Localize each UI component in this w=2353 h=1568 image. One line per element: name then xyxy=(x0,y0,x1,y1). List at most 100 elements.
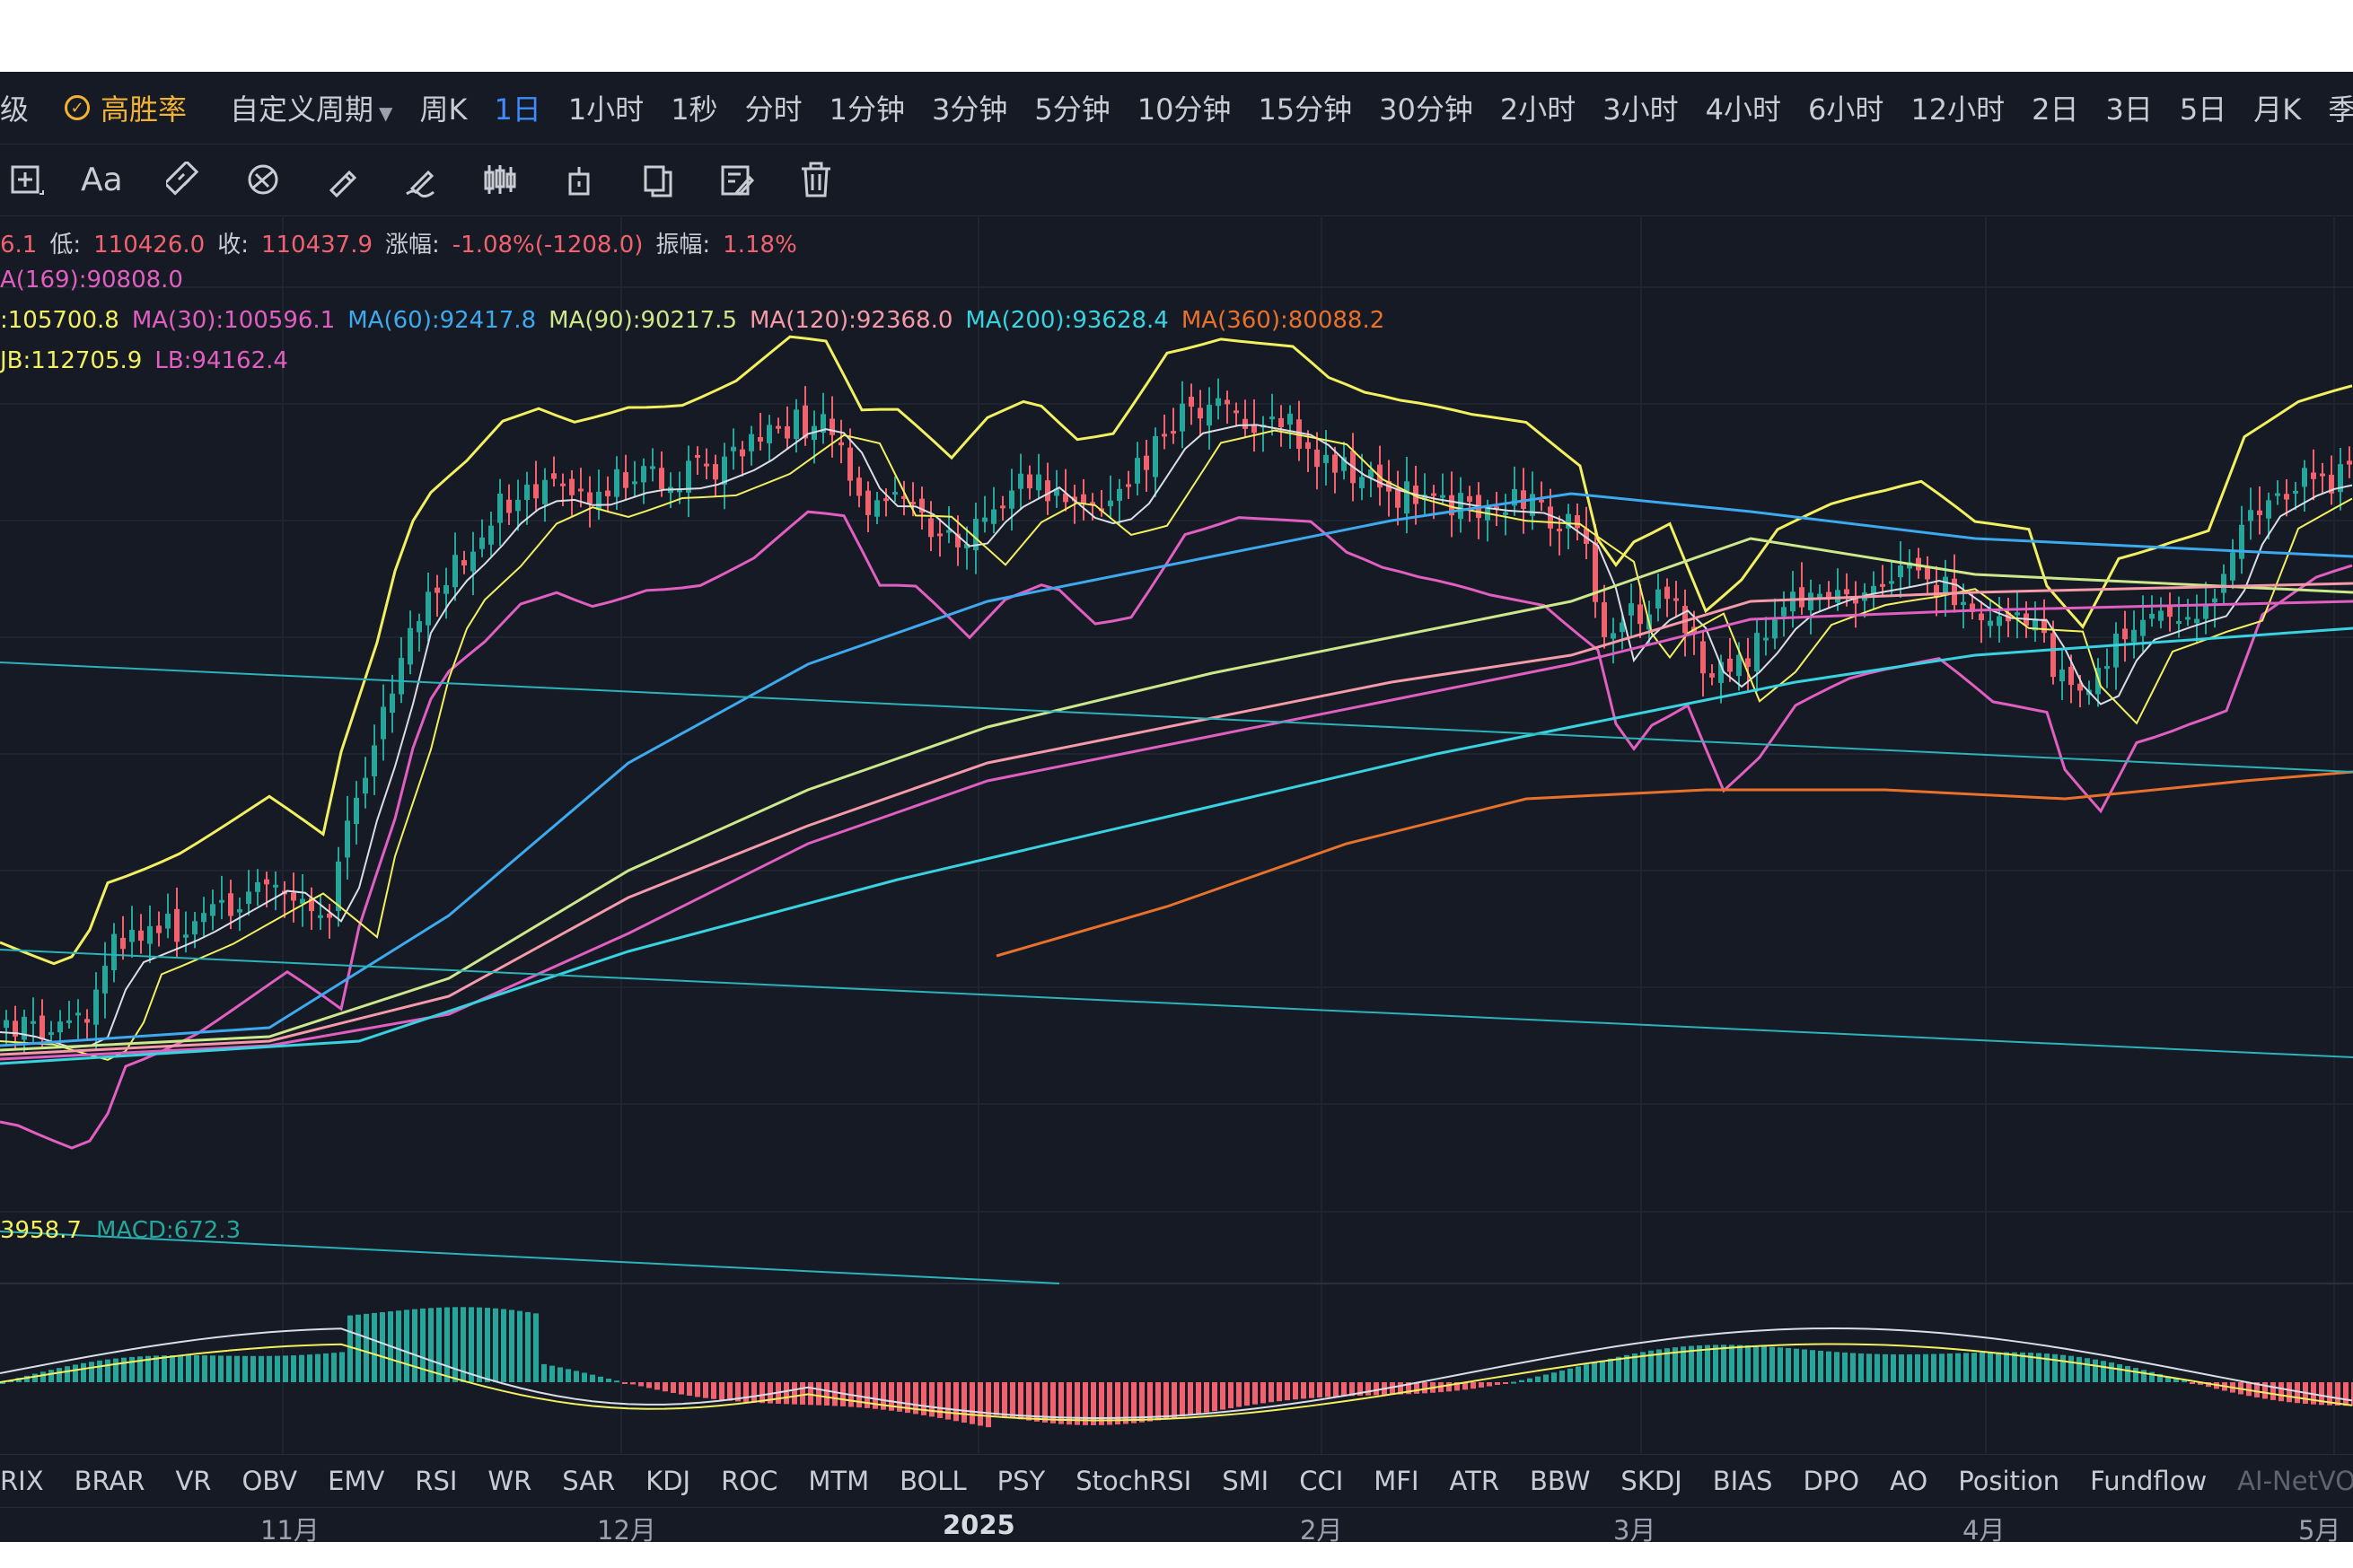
magnet-icon[interactable] xyxy=(245,162,281,197)
macd-bar xyxy=(881,1382,886,1410)
indicator-tab[interactable]: Fundflow xyxy=(2090,1466,2208,1496)
candle-body xyxy=(650,466,655,469)
chevron-down-icon: ▼ xyxy=(379,102,393,124)
brush-icon[interactable] xyxy=(403,162,439,198)
candle-body xyxy=(1790,591,1795,612)
candles-icon[interactable] xyxy=(482,162,518,197)
period-item[interactable]: 1日 xyxy=(494,92,541,127)
candle-body xyxy=(1889,581,1894,584)
candle-body xyxy=(883,498,889,502)
period-item[interactable]: 1小时 xyxy=(567,92,645,127)
period-item[interactable]: 6小时 xyxy=(1808,92,1884,127)
period-item[interactable]: 15分钟 xyxy=(1258,92,1353,127)
indicator-tab[interactable]: PSY xyxy=(997,1466,1046,1496)
period-item[interactable]: 分时 xyxy=(744,92,803,127)
period-item[interactable]: 3分钟 xyxy=(931,92,1008,127)
indicator-tab[interactable]: Position xyxy=(1958,1466,2060,1496)
candle-body xyxy=(2257,510,2262,515)
candle-body xyxy=(1853,596,1858,604)
period-item[interactable]: 5分钟 xyxy=(1034,92,1111,127)
candle-body xyxy=(2347,460,2352,465)
edit-note-icon[interactable] xyxy=(719,162,755,197)
macd-bar xyxy=(856,1382,862,1408)
period-item[interactable]: 4小时 xyxy=(1705,92,1782,127)
macd-bar xyxy=(2165,1376,2171,1382)
candle-body xyxy=(892,492,898,495)
macd-bar xyxy=(1471,1382,1476,1389)
macd-bar xyxy=(1769,1346,1775,1382)
candle-body xyxy=(946,530,952,533)
candle-body xyxy=(758,436,763,442)
indicator-tab[interactable]: KDJ xyxy=(645,1466,691,1496)
period-item[interactable]: 10分钟 xyxy=(1137,92,1232,127)
candle-body xyxy=(1611,633,1616,639)
indicator-tab[interactable]: CCI xyxy=(1299,1466,1344,1496)
period-item[interactable]: 12小时 xyxy=(1910,92,2006,127)
copy-icon[interactable] xyxy=(640,162,676,197)
time-axis-label: 3月 xyxy=(1613,1515,1656,1542)
indicator-tab[interactable]: BOLL xyxy=(900,1466,967,1496)
macd-bar xyxy=(1309,1382,1314,1398)
macd-bar xyxy=(1656,1349,1662,1382)
candle-body xyxy=(713,464,718,480)
macd-bar xyxy=(1559,1371,1565,1382)
indicator-tab[interactable]: EMV xyxy=(328,1466,385,1496)
lock-icon[interactable] xyxy=(561,162,597,197)
indicator-tab[interactable]: MFI xyxy=(1374,1466,1419,1496)
macd-bar xyxy=(2335,1382,2340,1406)
candle-body xyxy=(542,479,548,504)
indicator-tab[interactable]: StochRSI xyxy=(1076,1466,1192,1496)
period-item[interactable]: 3日 xyxy=(2105,92,2153,127)
candle-body xyxy=(1835,590,1840,603)
candle-body xyxy=(1934,584,1939,598)
time-axis-label: 4月 xyxy=(1962,1515,2006,1542)
indicator-tab[interactable]: BBW xyxy=(1529,1466,1591,1496)
indicator-tab[interactable]: RSI xyxy=(415,1466,458,1496)
indicator-tab[interactable]: ATR xyxy=(1449,1466,1499,1496)
indicator-tab[interactable]: MTM xyxy=(808,1466,870,1496)
period-item[interactable]: 30分钟 xyxy=(1379,92,1473,127)
indicator-tab[interactable]: SKDJ xyxy=(1620,1466,1682,1496)
candlestick-chart[interactable] xyxy=(0,215,2353,1454)
candle-body xyxy=(1557,528,1562,532)
indicator-tab[interactable]: DPO xyxy=(1803,1466,1860,1496)
indicator-tab[interactable]: BRAR xyxy=(74,1466,145,1496)
pencil-icon[interactable] xyxy=(324,162,360,198)
indicator-tab[interactable]: ROC xyxy=(721,1466,778,1496)
period-item[interactable]: 5日 xyxy=(2179,92,2227,127)
layout-add-icon[interactable] xyxy=(9,162,45,197)
trash-icon[interactable] xyxy=(798,162,834,197)
period-item[interactable]: 3小时 xyxy=(1602,92,1679,127)
indicator-tab[interactable]: SMI xyxy=(1222,1466,1269,1496)
custom-period-dropdown[interactable]: 自定义周期 ▼ xyxy=(230,87,392,128)
text-font-icon[interactable]: Aa xyxy=(81,161,123,198)
indicator-tab[interactable]: AI-NetVOL xyxy=(2237,1466,2353,1496)
macd-bar xyxy=(1519,1380,1524,1382)
period-item[interactable]: 2小时 xyxy=(1499,92,1576,127)
period-item[interactable]: 月K xyxy=(2253,92,2302,127)
period-item[interactable]: 季K xyxy=(2328,92,2353,127)
indicator-tab[interactable]: SAR xyxy=(562,1466,616,1496)
period-item[interactable]: 2日 xyxy=(2032,92,2079,127)
indicator-tab[interactable]: OBV xyxy=(241,1466,298,1496)
indicator-tab[interactable]: AO xyxy=(1890,1466,1928,1496)
indicator-tab[interactable]: WR xyxy=(487,1466,532,1496)
win-rate-toggle[interactable]: ✓ 高胜率 xyxy=(65,87,187,128)
candle-body xyxy=(605,490,610,496)
period-item[interactable]: 1秒 xyxy=(671,92,718,127)
macd-dea-line xyxy=(0,1343,2353,1422)
boll-upper-line xyxy=(0,335,2353,966)
macd-bar xyxy=(2125,1365,2130,1382)
indicator-tab[interactable]: BIAS xyxy=(1712,1466,1773,1496)
time-axis-label: 5月 xyxy=(2298,1515,2341,1542)
candle-body xyxy=(1593,542,1598,602)
indicator-tab[interactable]: VR xyxy=(175,1466,212,1496)
macd-bar xyxy=(1163,1382,1169,1420)
period-item[interactable]: 1分钟 xyxy=(829,92,905,127)
indicator-tab[interactable]: RIX xyxy=(0,1466,44,1496)
macd-bar xyxy=(873,1382,878,1409)
ruler-icon[interactable] xyxy=(162,160,202,197)
macd-bar xyxy=(194,1355,199,1382)
period-item[interactable]: 周K xyxy=(419,92,468,127)
candle-body xyxy=(1269,416,1275,420)
